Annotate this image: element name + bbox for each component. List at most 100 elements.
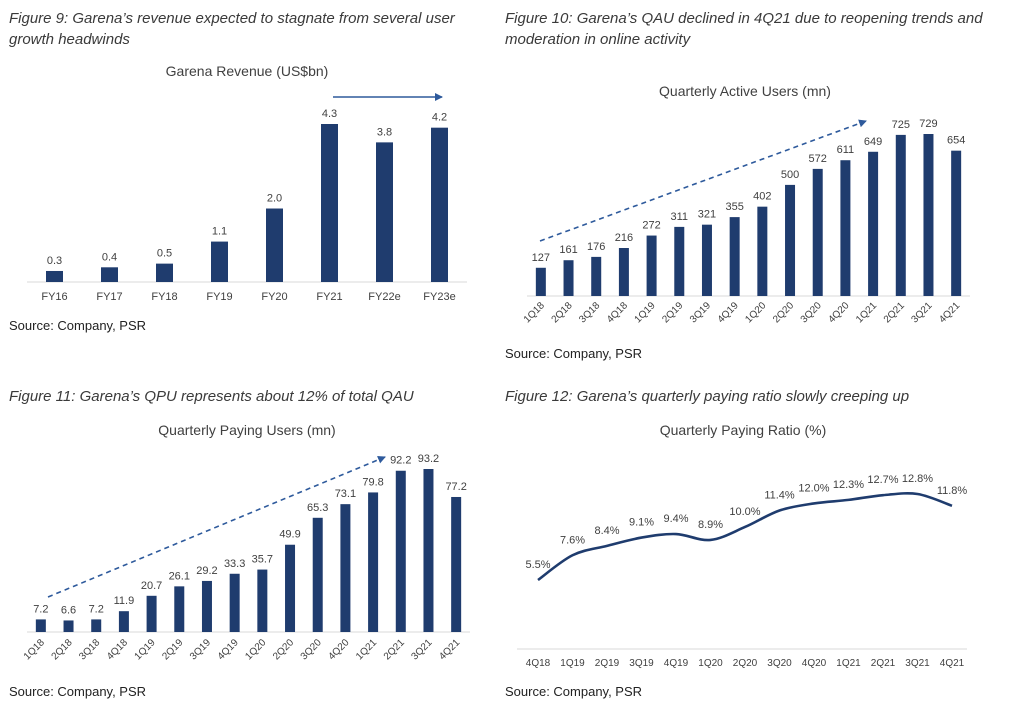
data-label: 176	[587, 241, 605, 253]
data-label: 10.0%	[729, 506, 760, 518]
x-tick-label: 1Q19	[133, 637, 158, 662]
bar	[812, 168, 823, 296]
data-label: 7.2	[89, 603, 104, 615]
data-label: 0.3	[47, 255, 62, 267]
data-label: 35.7	[252, 554, 273, 566]
bar	[618, 248, 629, 296]
data-label: 65.3	[307, 502, 328, 514]
figure-9-caption: Figure 9: Garena’s revenue expected to s…	[9, 10, 455, 48]
data-label: 12.0%	[798, 482, 829, 494]
x-tick-label: 2Q19	[595, 658, 620, 669]
data-label: 6.6	[61, 604, 76, 616]
x-tick-label: 3Q21	[910, 300, 935, 325]
data-label: 11.8%	[937, 485, 968, 497]
data-label: 1.1	[212, 226, 227, 238]
x-tick-label: 2Q20	[271, 637, 296, 662]
data-label: 79.8	[362, 476, 383, 488]
bar	[868, 151, 879, 296]
bar	[63, 620, 74, 632]
x-tick-label: FY18	[151, 291, 177, 303]
x-tick-label: 1Q20	[698, 658, 723, 669]
x-tick-label: 3Q19	[188, 637, 213, 662]
bar	[729, 217, 740, 296]
data-label: 161	[559, 244, 577, 256]
x-tick-label: FY19	[206, 291, 232, 303]
x-tick-label: 4Q20	[326, 637, 351, 662]
bar	[101, 267, 118, 282]
figure-11-source: Source: Company, PSR	[9, 684, 147, 699]
trend-arrow	[539, 119, 867, 242]
data-label: 4.2	[432, 112, 447, 124]
bar	[840, 160, 851, 296]
bar	[229, 573, 240, 632]
data-label: 12.7%	[867, 474, 898, 486]
data-label: 9.4%	[663, 513, 688, 525]
data-label: 311	[671, 211, 689, 223]
data-label: 49.9	[279, 529, 300, 541]
x-tick-label: 4Q21	[937, 300, 962, 325]
x-tick-label: 4Q18	[105, 637, 130, 662]
x-tick-label: 2Q19	[160, 637, 185, 662]
bar	[757, 206, 768, 296]
data-label: 11.4%	[764, 489, 795, 501]
data-label: 8.4%	[594, 525, 619, 537]
qau-chart: Quarterly Active Users (mn) 127 1Q18 161 2Q1…	[522, 83, 970, 325]
revenue-chart: Garena Revenue (US$bn) 0.3 FY16 0.4 FY17 0.5 F…	[27, 63, 467, 303]
chart-title: Quarterly Paying Ratio (%)	[660, 422, 827, 438]
data-label: 20.7	[141, 580, 162, 592]
data-label: 33.3	[224, 558, 245, 570]
bar	[923, 134, 934, 296]
bar	[646, 235, 657, 296]
x-tick-label: 3Q20	[767, 658, 792, 669]
data-label: 92.2	[390, 455, 411, 467]
x-tick-label: 2Q20	[733, 658, 758, 669]
x-tick-label: 2Q21	[382, 637, 407, 662]
data-label: 127	[532, 252, 550, 264]
bar	[423, 469, 434, 632]
data-label: 216	[615, 232, 633, 244]
x-tick-label: 3Q18	[577, 300, 602, 325]
data-label: 73.1	[335, 488, 356, 500]
figure-11-caption: Figure 11: Garena’s QPU represents about…	[9, 388, 414, 405]
trend-arrow	[47, 455, 386, 598]
x-tick-label: FY20	[261, 291, 287, 303]
data-label: 0.4	[102, 251, 117, 263]
x-tick-label: FY22e	[368, 291, 400, 303]
bar	[535, 267, 546, 296]
data-label: 355	[725, 201, 743, 213]
data-label: 26.1	[169, 570, 190, 582]
bar	[201, 580, 212, 632]
bar	[674, 226, 685, 296]
bar	[951, 150, 962, 296]
x-tick-label: 4Q20	[826, 300, 851, 325]
x-tick-label: 4Q19	[216, 637, 241, 662]
data-label: 729	[919, 118, 937, 130]
x-tick-label: 2Q20	[771, 300, 796, 325]
data-label: 5.5%	[525, 559, 550, 571]
paying-ratio-chart: Quarterly Paying Ratio (%) 5.5% 4Q18 7.6% 1Q…	[517, 422, 967, 669]
x-tick-label: 4Q19	[664, 658, 689, 669]
bar	[312, 517, 323, 632]
figure-10-caption: Figure 10: Garena’s QAU declined in 4Q21…	[505, 10, 983, 48]
x-tick-label: FY16	[41, 291, 67, 303]
x-tick-label: 4Q21	[940, 658, 965, 669]
x-tick-label: 1Q20	[243, 637, 268, 662]
data-label: 9.1%	[629, 517, 654, 529]
data-label: 3.8	[377, 126, 392, 138]
bar	[340, 504, 351, 632]
x-tick-label: 1Q19	[560, 658, 585, 669]
bar	[395, 470, 406, 632]
bar	[118, 611, 129, 632]
x-tick-label: FY23e	[423, 291, 455, 303]
data-label: 12.3%	[833, 479, 864, 491]
x-tick-label: 1Q21	[836, 658, 861, 669]
x-tick-label: 3Q18	[77, 637, 102, 662]
x-tick-label: 3Q21	[905, 658, 930, 669]
bar	[376, 142, 393, 282]
x-tick-label: 1Q21	[854, 300, 879, 325]
data-label: 0.5	[157, 248, 172, 260]
data-label: 2.0	[267, 193, 282, 205]
data-label: 321	[698, 209, 716, 221]
chart-title: Garena Revenue (US$bn)	[166, 63, 329, 79]
figure-10-source: Source: Company, PSR	[505, 346, 643, 361]
